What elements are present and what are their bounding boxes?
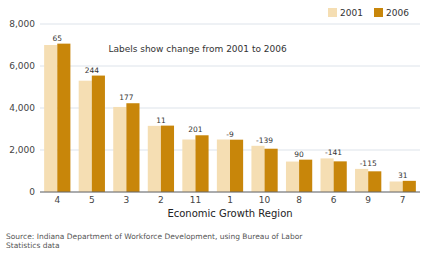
source-line: Source: Indiana Department of Workforce … — [6, 232, 303, 241]
legend-swatch — [328, 8, 337, 17]
bar — [195, 135, 208, 192]
bar — [334, 161, 347, 192]
change-label: 177 — [119, 93, 134, 102]
bar — [44, 45, 57, 192]
grid-line — [40, 192, 420, 193]
change-label: 201 — [188, 125, 203, 134]
bar — [230, 140, 243, 192]
y-tick-label: 2,000 — [9, 145, 35, 155]
bar — [251, 146, 264, 192]
x-tick-label: 8 — [296, 195, 302, 205]
x-tick-label: 4 — [54, 195, 60, 205]
bar — [113, 107, 126, 192]
bar — [286, 162, 299, 192]
bar — [161, 126, 174, 192]
x-tick-label: 6 — [331, 195, 337, 205]
bar — [126, 103, 139, 192]
legend-swatch — [374, 8, 383, 17]
x-tick-label: 1 — [227, 195, 233, 205]
bar — [390, 182, 403, 193]
y-tick-label: 6,000 — [9, 61, 35, 71]
bar — [321, 158, 334, 192]
bar — [299, 160, 312, 192]
bar — [148, 126, 161, 192]
x-axis-label: Economic Growth Region — [167, 208, 292, 219]
bar — [265, 149, 278, 192]
change-label: 31 — [398, 171, 408, 180]
change-label: 65 — [52, 34, 62, 43]
x-tick-label: 5 — [89, 195, 95, 205]
change-label: -141 — [325, 148, 342, 157]
bar — [403, 181, 416, 192]
change-label: 244 — [85, 66, 100, 75]
legend-label: 2001 — [340, 8, 363, 18]
y-tick-label: 4,000 — [9, 103, 35, 113]
change-label: -139 — [256, 136, 273, 145]
legend: 2001 2006 — [328, 8, 409, 18]
change-label: 11 — [156, 116, 166, 125]
bar — [57, 44, 70, 192]
y-tick-label: 0 — [29, 187, 35, 197]
bar — [217, 140, 230, 193]
x-tick-label: 7 — [400, 195, 406, 205]
source: Source: Indiana Department of Workforce … — [6, 232, 303, 250]
x-axis-line — [40, 192, 420, 193]
change-label: 90 — [294, 150, 304, 159]
bars — [44, 44, 416, 192]
note: Labels show change from 2001 to 2006 — [108, 44, 287, 54]
chart: 02,0004,0006,0008,0004532111108697652441… — [0, 0, 430, 254]
x-tick-label: 9 — [365, 195, 371, 205]
y-tick-label: 8,000 — [9, 19, 35, 29]
change-label: -9 — [226, 130, 234, 139]
bar — [79, 81, 92, 192]
x-tick-label: 10 — [259, 195, 271, 205]
x-tick-label: 3 — [123, 195, 129, 205]
x-tick-label: 11 — [190, 195, 201, 205]
bar — [182, 140, 195, 193]
bar — [92, 76, 105, 192]
bar — [368, 171, 381, 192]
bar — [355, 169, 368, 192]
change-label: -115 — [360, 159, 377, 168]
grid-line — [40, 24, 420, 25]
source-line: Statistics data — [6, 241, 60, 250]
legend-label: 2006 — [386, 8, 409, 18]
x-tick-label: 2 — [158, 195, 164, 205]
